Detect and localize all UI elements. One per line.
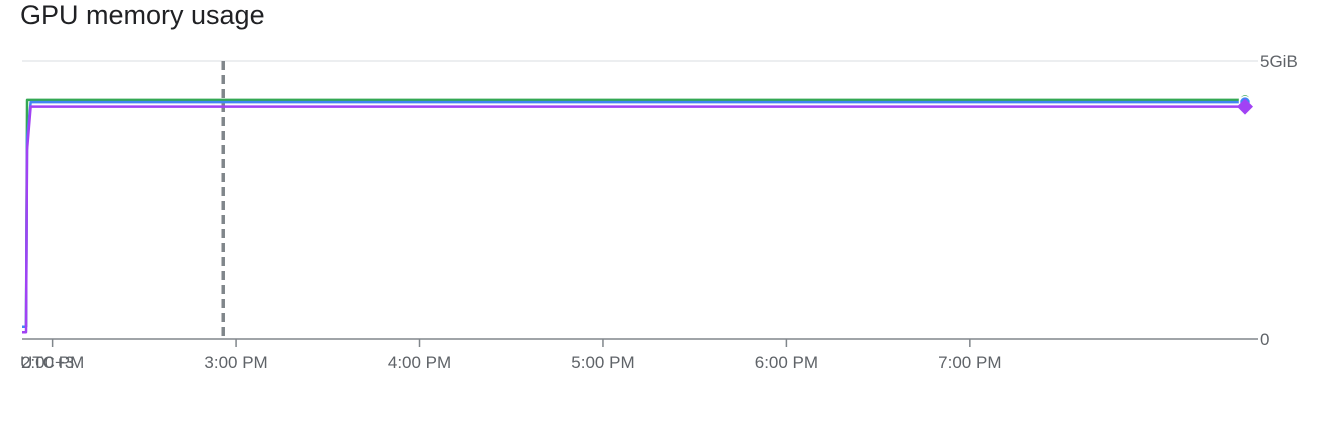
x-tick-label: 3:00 PM	[204, 353, 267, 372]
series-line-0	[22, 98, 1245, 329]
grid-lines	[22, 60, 1258, 340]
series-line-2	[22, 105, 1245, 334]
y-axis-labels: 0 5GiB	[1260, 52, 1298, 349]
x-axis-ticks: UTC+32:00 PM 3:00 PM 4:00 PM 5:00 PM 6:00 PM…	[20, 339, 1001, 372]
x-tick-label: 2:00 PM	[21, 353, 84, 372]
x-tick-label: UTC+3	[20, 353, 74, 372]
x-tick-label: 6:00 PM	[755, 353, 818, 372]
series-end-marker-2	[1237, 98, 1253, 115]
y-tick-label: 0	[1260, 330, 1269, 349]
series-end-markers	[1237, 93, 1253, 115]
chart-title: GPU memory usage	[20, 0, 265, 30]
y-tick-label: 5GiB	[1260, 52, 1298, 71]
series-line-1	[22, 100, 1245, 329]
x-tick-label: 7:00 PM	[938, 353, 1001, 372]
x-tick-label: 4:00 PM	[388, 353, 451, 372]
series-lines	[22, 98, 1245, 334]
x-tick-label: 5:00 PM	[571, 353, 634, 372]
